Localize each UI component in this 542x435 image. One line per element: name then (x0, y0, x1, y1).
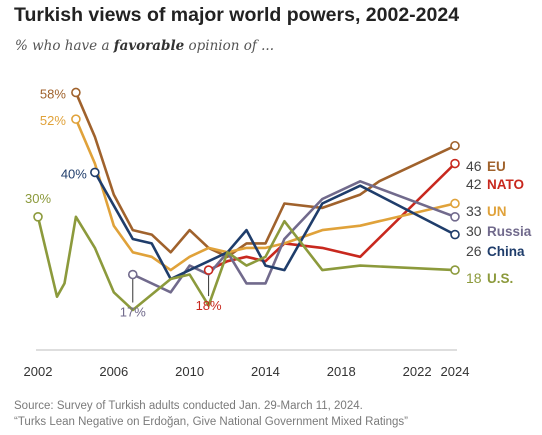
subtitle-after: opinion of ... (184, 38, 274, 54)
end-value-label-nato: 42 (466, 176, 482, 192)
series-line-u-s (36, 215, 457, 312)
x-tick-label-2014: 2014 (251, 364, 280, 379)
start-value-label-eu: 58% (40, 86, 66, 101)
series-line-un (74, 117, 457, 272)
x-tick-label-2018: 2018 (327, 364, 356, 379)
end-value-label-eu: 46 (466, 158, 482, 174)
end-marker-eu (450, 140, 460, 151)
start-value-label-un: 52% (40, 113, 66, 128)
end-value-label-russia: 30 (466, 223, 482, 239)
subtitle-before: % who have a (15, 38, 114, 54)
start-value-label-u-s: 30% (25, 191, 51, 206)
series-name-label-russia: Russia (487, 224, 532, 239)
series-name-label-china: China (487, 244, 525, 259)
subtitle-emphasis: favorable (113, 38, 185, 54)
end-value-label-u-s: 18 (466, 270, 482, 286)
x-tick-label-2024: 2024 (441, 364, 470, 379)
chart-subtitle: % who have a favorable opinion of ... (15, 38, 274, 54)
series-line-eu (74, 91, 457, 259)
series-name-label-eu: EU (487, 159, 506, 174)
end-marker-u-s (450, 265, 460, 275)
x-tick-label-2022: 2022 (403, 364, 432, 379)
end-marker-russia (450, 212, 460, 222)
x-tick-label-2002: 2002 (24, 364, 53, 379)
report-title-note: “Turks Lean Negative on Erdoğan, Give Na… (14, 416, 408, 428)
start-marker-nato (203, 265, 214, 275)
start-value-label-china: 40% (61, 166, 87, 181)
start-marker-u-s (33, 212, 43, 222)
end-value-label-china: 26 (466, 243, 482, 259)
chart-title: Turkish views of major world powers, 200… (14, 4, 460, 26)
end-marker-un (450, 198, 460, 209)
start-marker-un (71, 114, 81, 124)
start-marker-china (90, 167, 100, 178)
series-line-nato (207, 162, 457, 272)
x-tick-label-2010: 2010 (175, 364, 204, 379)
start-marker-eu (71, 87, 81, 98)
start-marker-russia (127, 269, 138, 280)
end-marker-china (450, 229, 460, 240)
source-note: Source: Survey of Turkish adults conduct… (14, 400, 363, 412)
series-name-label-nato: NATO (487, 177, 524, 192)
series-name-label-u-s: U.S. (487, 271, 513, 286)
start-value-label-russia: 17% (120, 305, 146, 320)
start-value-label-nato: 18% (196, 298, 222, 313)
series-name-label-un: UN (487, 204, 507, 219)
x-tick-label-2006: 2006 (99, 364, 128, 379)
end-marker-nato (450, 158, 460, 169)
end-value-label-un: 33 (466, 203, 482, 219)
